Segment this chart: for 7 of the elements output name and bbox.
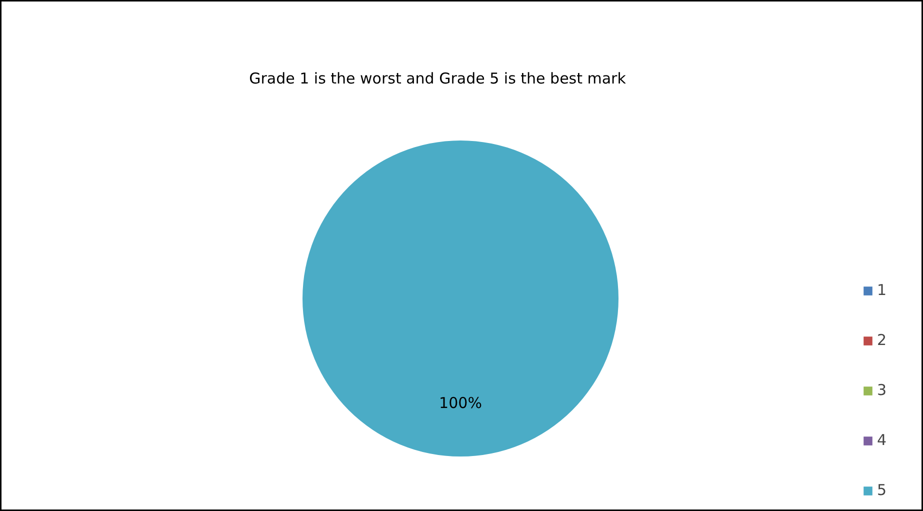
chart-title: Grade 1 is the worst and Grade 5 is the best mark — [249, 70, 626, 88]
data-label: 100% — [439, 394, 482, 412]
legend-label: 3 — [877, 381, 888, 399]
legend-label: 5 — [877, 481, 888, 499]
legend-label: 1 — [877, 281, 888, 299]
legend-label: 2 — [877, 331, 888, 349]
legend-label: 4 — [877, 431, 888, 449]
